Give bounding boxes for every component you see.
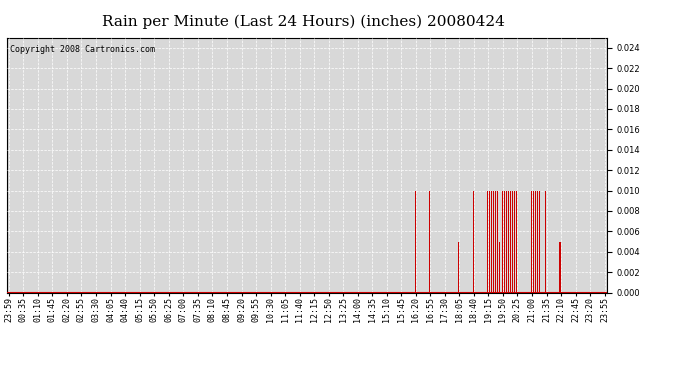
Bar [512, 190, 513, 292]
Bar [516, 190, 517, 292]
Bar [491, 190, 492, 292]
Bar [539, 190, 540, 292]
Bar [545, 190, 546, 292]
Bar [458, 242, 459, 292]
Text: Copyright 2008 Cartronics.com: Copyright 2008 Cartronics.com [10, 45, 155, 54]
Bar [514, 190, 515, 292]
Bar [508, 190, 509, 292]
Text: Rain per Minute (Last 24 Hours) (inches) 20080424: Rain per Minute (Last 24 Hours) (inches)… [102, 15, 505, 29]
Bar [497, 190, 498, 292]
Bar [493, 190, 494, 292]
Bar [429, 190, 430, 292]
Bar [510, 190, 511, 292]
Bar [487, 190, 488, 292]
Bar [495, 190, 496, 292]
Bar [537, 190, 538, 292]
Bar [489, 190, 490, 292]
